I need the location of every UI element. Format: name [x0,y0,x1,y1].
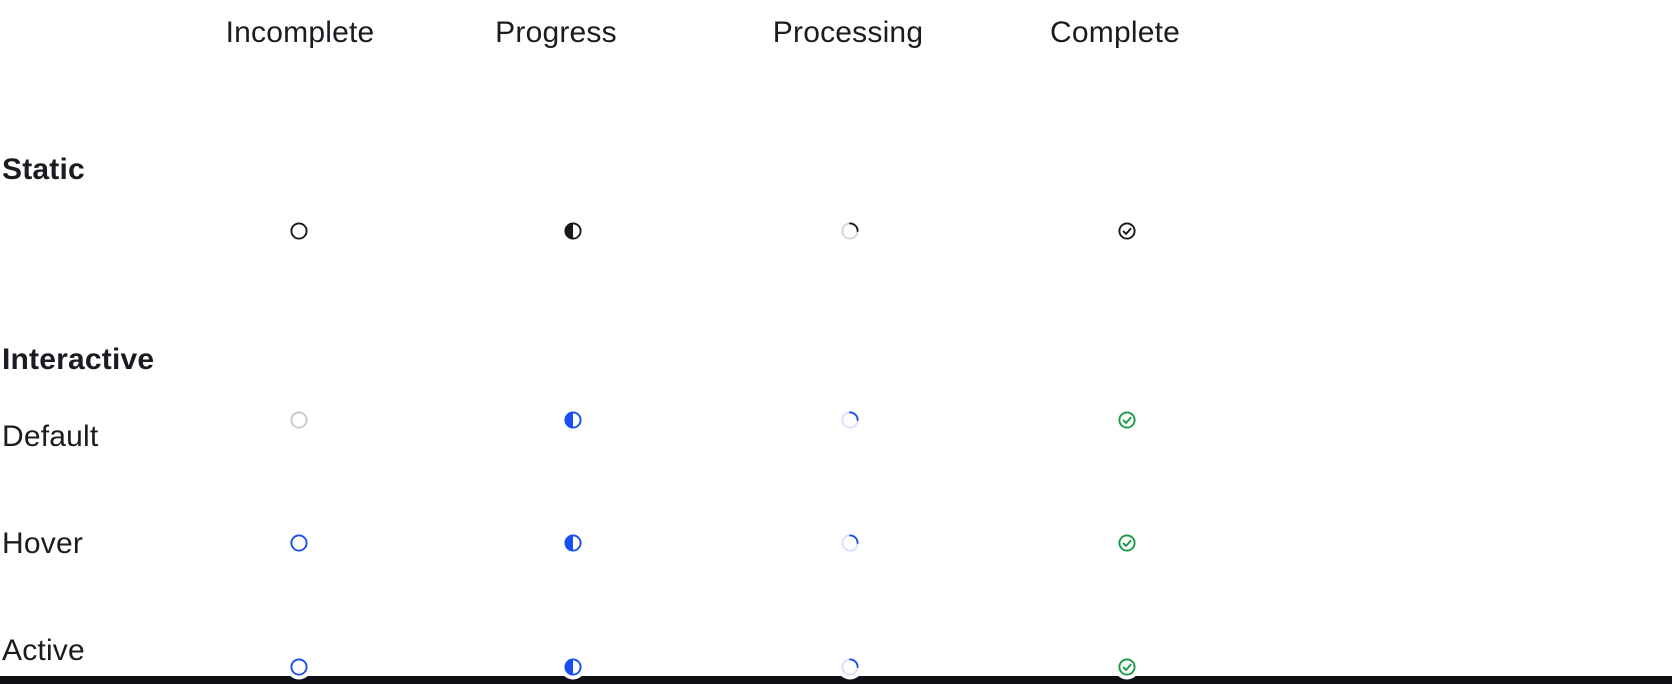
static-incomplete-icon [290,222,309,241]
hover-complete-check-icon[interactable] [1118,534,1137,553]
row-label-default: Default [2,420,99,453]
default-processing-spinner-icon[interactable] [841,411,860,430]
hover-processing-spinner-icon[interactable] [841,534,860,553]
hover-progress-icon[interactable] [564,534,583,553]
static-progress-icon [564,222,583,241]
active-complete-check-icon[interactable] [1117,657,1137,677]
column-header-processing: Processing [772,16,924,49]
row-label-active: Active [2,634,85,667]
row-label-hover: Hover [2,527,84,560]
default-incomplete-icon[interactable] [290,411,309,430]
section-title-interactive: Interactive [2,343,155,376]
column-header-progress: Progress [495,16,617,49]
column-header-incomplete: Incomplete [225,16,375,49]
static-processing-spinner-icon [841,222,860,241]
hover-incomplete-icon[interactable] [290,534,309,553]
section-title-static: Static [2,153,85,186]
static-complete-check-icon [1118,222,1137,241]
bottom-bar [0,676,1672,684]
active-processing-spinner-icon[interactable] [840,657,860,677]
column-header-complete: Complete [1050,16,1180,49]
active-incomplete-icon[interactable] [289,657,309,677]
default-progress-icon[interactable] [564,411,583,430]
default-complete-check-icon[interactable] [1118,411,1137,430]
active-progress-icon[interactable] [563,657,583,677]
